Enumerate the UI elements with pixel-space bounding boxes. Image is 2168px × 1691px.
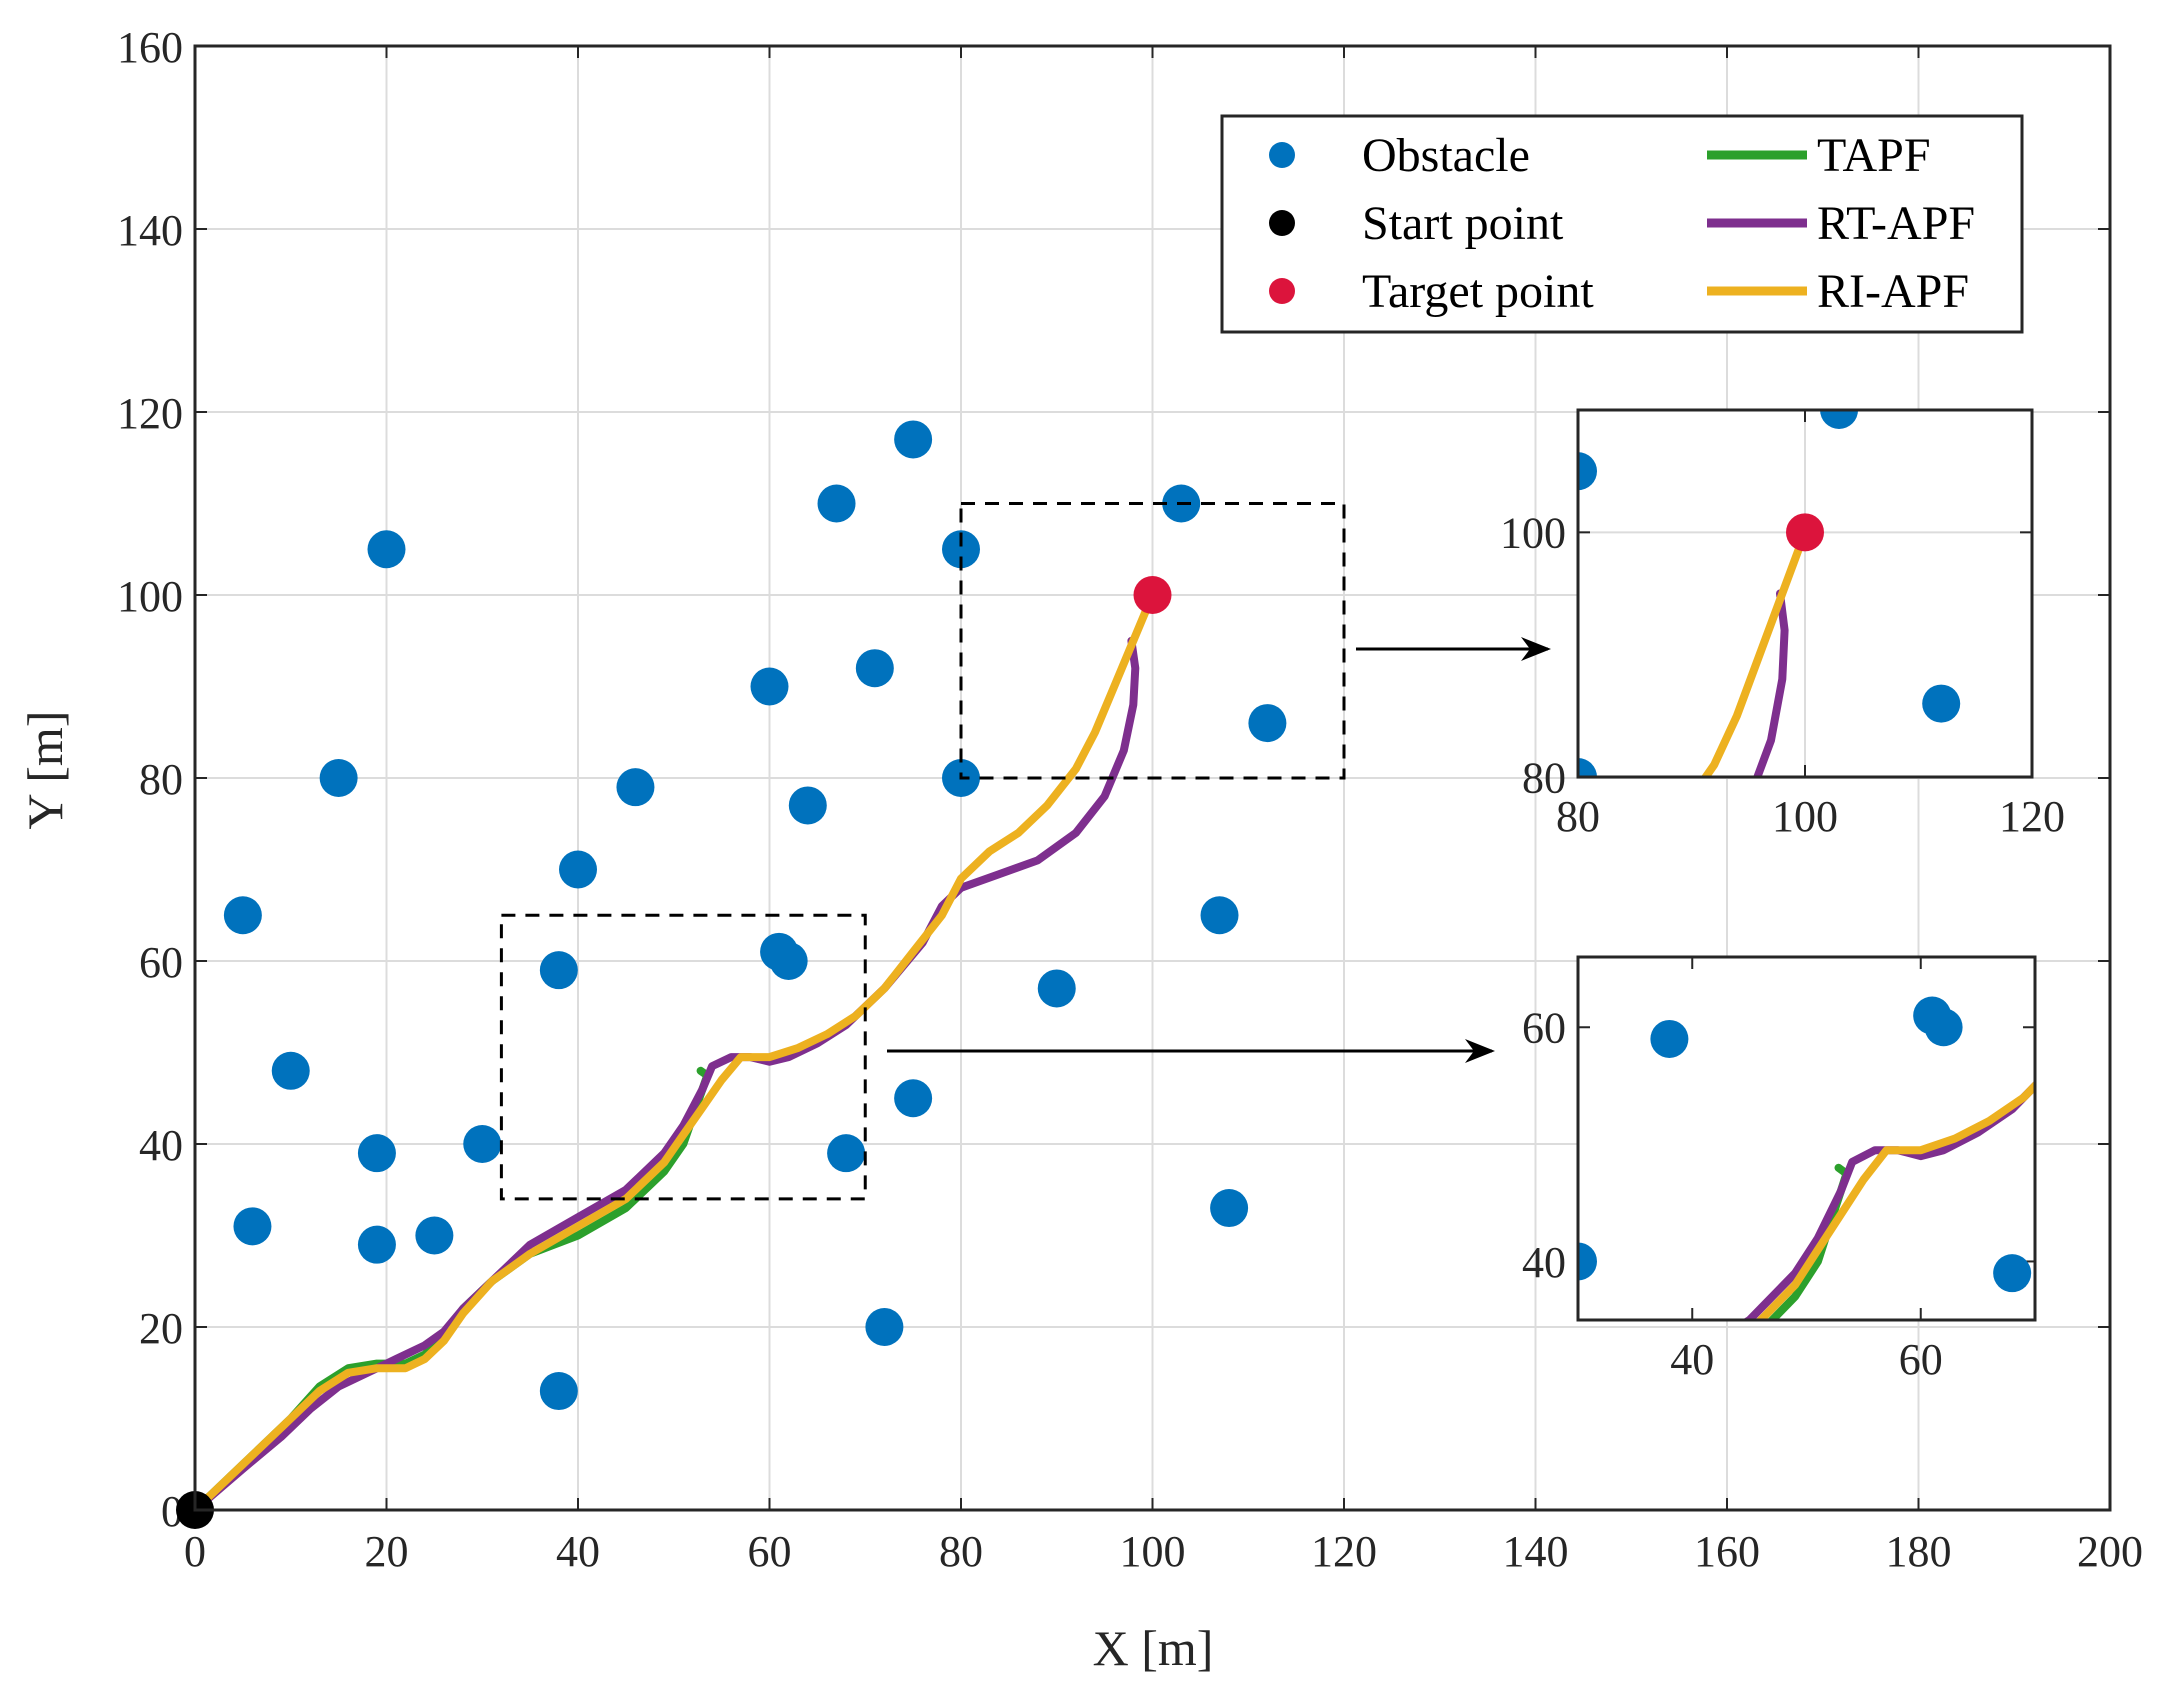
inset2-plot-area	[1578, 481, 2168, 1597]
legend: Obstacle Start point Target point TAPF RT-AP…	[1220, 114, 2024, 334]
inset2-series-ri-apf	[1755, 1080, 2035, 1320]
inset1-xtick-label: 100	[1772, 792, 1838, 841]
main-ytick-label: 60	[139, 938, 183, 987]
inset1-obstacle-point	[1820, 410, 1859, 429]
main-ytick-label: 40	[139, 1121, 183, 1170]
inset2-obstacle-point	[1993, 1254, 2032, 1293]
inset2-ytick-label: 60	[1522, 1004, 1566, 1053]
inset2-obstacle-point	[2130, 774, 2168, 812]
main-obstacle-point	[357, 1134, 396, 1173]
main-ytick-label: 160	[117, 23, 183, 72]
inset2-xtick-label: 40	[1670, 1335, 1714, 1384]
inset-zoom-target: 80 100 120 80 100	[1082, 408, 2065, 1616]
main-obstacle-point	[1248, 704, 1287, 743]
main-ytick-label: 140	[117, 206, 183, 255]
inset2-series-rt-apf	[1741, 1080, 2035, 1320]
main-obstacle-point	[271, 1051, 310, 1090]
main-obstacle-point	[463, 1125, 502, 1163]
x-axis-label: X [m]	[1093, 1620, 1214, 1676]
y-axis-label: Y [m]	[17, 711, 73, 830]
main-obstacle-point	[319, 759, 358, 797]
main-xtick-label: 120	[1311, 1527, 1377, 1576]
inset1-xtick-label: 120	[1999, 792, 2065, 841]
main-xtick-label: 20	[365, 1527, 409, 1576]
legend-marker	[1269, 210, 1295, 236]
main-obstacle-point	[357, 1225, 396, 1264]
main-obstacle-point	[894, 1079, 933, 1118]
inset1-plot-area	[1082, 410, 1961, 1616]
main-obstacle-point	[223, 896, 262, 935]
legend-marker	[1269, 142, 1295, 168]
main-xtick-label: 140	[1503, 1527, 1569, 1576]
inset2-obstacle-point	[1650, 1559, 1688, 1597]
main-xtick-label: 80	[939, 1527, 983, 1576]
main-xtick-label: 180	[1886, 1527, 1952, 1576]
main-obstacle-point	[865, 1308, 904, 1346]
inset2-frame	[1576, 955, 2037, 1322]
legend-label: TAPF	[1817, 129, 1931, 182]
legend-label: RI-APF	[1817, 265, 1969, 318]
main-series-ri-apf	[195, 591, 1157, 1510]
main-obstacle-point	[769, 942, 808, 980]
main-obstacle-point	[559, 850, 597, 889]
main-target-point	[1133, 576, 1172, 614]
main-ytick-label: 20	[139, 1304, 183, 1353]
main-xtick-label: 100	[1120, 1527, 1186, 1576]
main-xtick-label: 200	[2077, 1527, 2143, 1576]
main-ytick-label: 100	[117, 572, 183, 621]
main-obstacle-point	[1200, 896, 1239, 935]
main-frame	[193, 44, 2112, 1512]
inset2-obstacle-point	[1650, 1019, 1689, 1058]
inset2-obstacle-point	[1578, 1242, 1597, 1281]
main-obstacle-point	[894, 420, 933, 459]
inset1-xtick-label: 80	[1556, 792, 1600, 841]
main-ytick-label: 0	[161, 1487, 183, 1536]
inset1-frame	[1576, 408, 2034, 779]
main-obstacle-point	[1210, 1189, 1249, 1228]
legend-label: Obstacle	[1362, 129, 1530, 182]
legend-label: Start point	[1362, 197, 1564, 250]
main-ytick-label: 120	[117, 389, 183, 438]
main-xtick-label: 40	[556, 1527, 600, 1576]
main-obstacle-point	[855, 649, 894, 688]
main-obstacle-point	[788, 786, 827, 825]
main-obstacle-point	[367, 530, 406, 569]
main-xtick-label: 160	[1694, 1527, 1760, 1576]
zoom-box	[959, 502, 1346, 780]
main-obstacle-point	[539, 1372, 578, 1411]
zoom-box	[499, 913, 867, 1201]
main-plot-area	[195, 420, 1287, 1510]
inset1-ytick-label: 80	[1522, 753, 1566, 802]
inset2-xtick-label: 60	[1899, 1335, 1943, 1384]
inset1-obstacle-point	[1578, 452, 1597, 491]
inset1-obstacle-point	[1082, 1578, 1120, 1616]
main-obstacle-point	[539, 951, 578, 990]
inset2-obstacle-point	[1924, 1008, 1963, 1047]
inset1-ytick-label: 100	[1500, 509, 1566, 558]
main-obstacle-point	[942, 530, 980, 569]
inset1-obstacle-point	[1578, 758, 1597, 777]
main-series-rt-apf	[195, 636, 1140, 1510]
inset1-obstacle-point	[1922, 684, 1961, 723]
legend-label: RT-APF	[1817, 197, 1975, 250]
main-obstacle-point	[616, 768, 655, 807]
main-obstacle-point	[1037, 969, 1076, 1008]
main-obstacle-point	[415, 1216, 454, 1255]
legend-box	[1220, 114, 2024, 334]
main-obstacle-point	[233, 1207, 272, 1246]
inset-zoom-middle: 40 60 40 60	[1522, 481, 2168, 1597]
main-ytick-label: 80	[139, 755, 183, 804]
legend-label: Target point	[1362, 265, 1594, 318]
inset2-ytick-label: 40	[1522, 1238, 1566, 1287]
main-xtick-label: 60	[748, 1527, 792, 1576]
legend-marker	[1269, 278, 1295, 304]
inset2-obstacle-point	[2130, 481, 2168, 519]
main-xtick-label: 0	[184, 1527, 206, 1576]
main-obstacle-point	[817, 484, 856, 523]
inset1-target-point	[1786, 513, 1824, 552]
main-obstacle-point	[827, 1134, 866, 1173]
main-obstacle-point	[750, 667, 789, 706]
